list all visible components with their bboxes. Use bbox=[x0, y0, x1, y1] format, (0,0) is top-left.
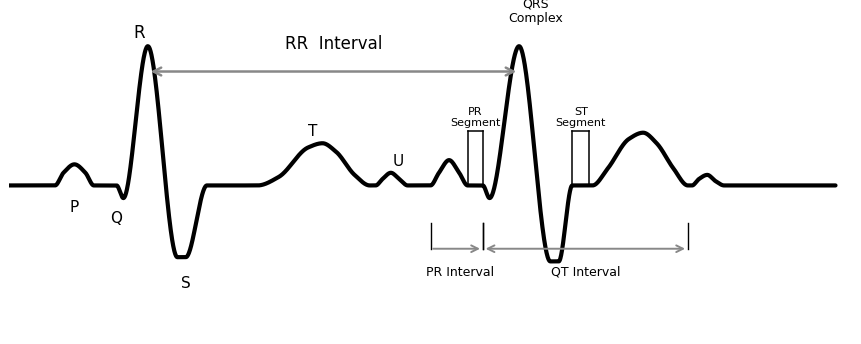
Text: ST
Segment: ST Segment bbox=[555, 107, 606, 128]
Text: QT Interval: QT Interval bbox=[550, 266, 620, 279]
Text: QRS
Complex: QRS Complex bbox=[509, 0, 563, 25]
Text: U: U bbox=[393, 153, 404, 169]
Text: PR Interval: PR Interval bbox=[426, 266, 494, 279]
Text: Q: Q bbox=[110, 211, 122, 226]
Text: PR
Segment: PR Segment bbox=[450, 107, 500, 128]
Text: RR  Interval: RR Interval bbox=[285, 34, 382, 53]
Text: S: S bbox=[181, 276, 190, 291]
Text: T: T bbox=[307, 124, 317, 139]
Text: P: P bbox=[70, 200, 79, 215]
Text: R: R bbox=[133, 24, 146, 42]
